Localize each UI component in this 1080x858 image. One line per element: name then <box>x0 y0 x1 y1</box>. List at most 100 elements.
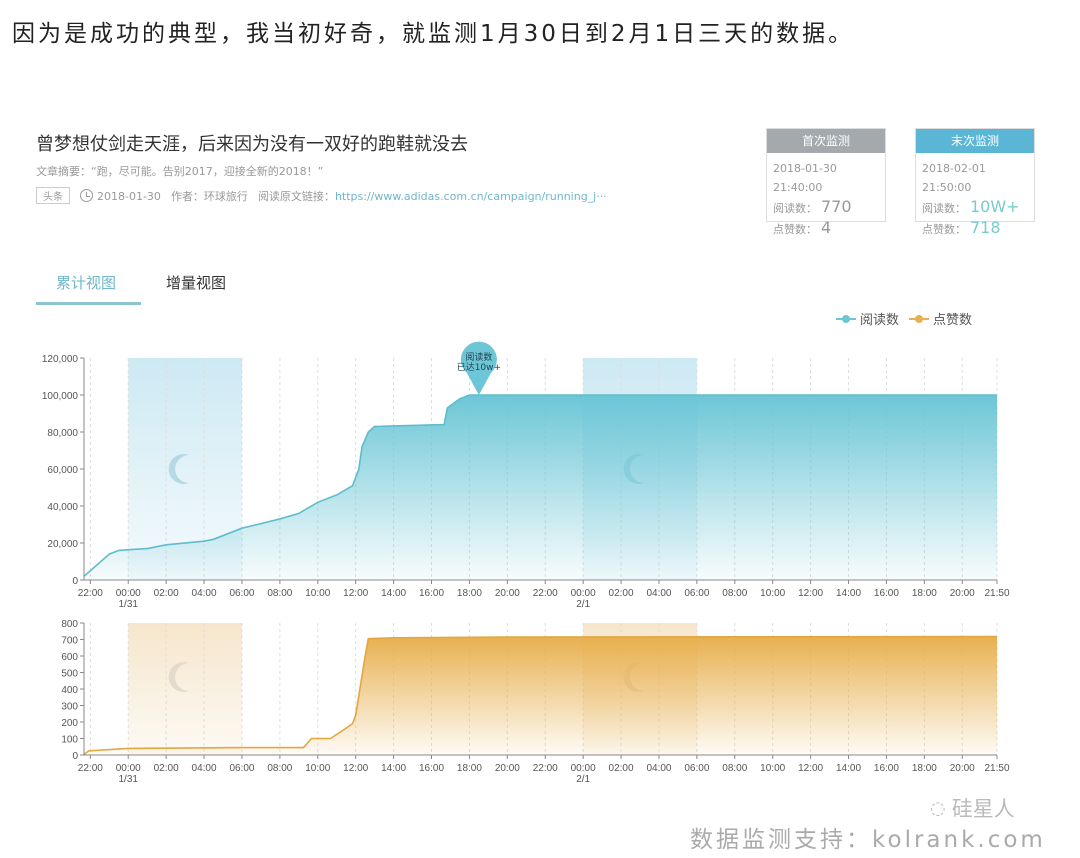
x-tick-label: 08:00 <box>267 763 292 774</box>
tab-cumulative[interactable]: 累计视图 <box>56 274 117 292</box>
x-tick-label: 20:00 <box>495 763 520 774</box>
x-tick-label: 06:00 <box>684 588 709 599</box>
last-monitor-reads: 阅读数： 10W+ <box>916 197 1034 218</box>
y-tick-label: 0 <box>72 576 78 587</box>
x-date-label: 1/31 <box>118 599 138 610</box>
x-tick-label: 02:00 <box>609 588 634 599</box>
x-tick-label: 12:00 <box>798 763 823 774</box>
legend-label: 点赞数 <box>933 313 973 328</box>
y-tick-label: 600 <box>61 652 78 663</box>
x-tick-label: 14:00 <box>836 763 861 774</box>
likes-value: 718 <box>970 218 1001 237</box>
x-tick-label: 16:00 <box>419 588 444 599</box>
likes-value: 4 <box>821 218 832 237</box>
x-tick-label: 18:00 <box>457 588 482 599</box>
x-tick-label: 10:00 <box>305 763 330 774</box>
x-tick-label: 18:00 <box>457 763 482 774</box>
legend: 阅读数 点赞数 <box>836 309 972 328</box>
y-tick-label: 100 <box>61 735 78 746</box>
x-tick-label: 04:00 <box>192 763 217 774</box>
x-tick-label: 18:00 <box>912 588 937 599</box>
x-tick-label: 04:00 <box>646 588 671 599</box>
x-tick-label: 10:00 <box>305 588 330 599</box>
article-title: 曾梦想仗剑走天涯，后来因为没有一双好的跑鞋就没去 <box>36 134 468 155</box>
x-tick-label: 22:00 <box>78 763 103 774</box>
x-tick-label: 04:00 <box>192 588 217 599</box>
moon-icon <box>168 454 190 484</box>
first-monitor-likes: 点赞数： 4 <box>767 218 885 239</box>
x-tick-label: 22:00 <box>78 588 103 599</box>
last-monitor-time: 2018-02-01 21:50:00 <box>922 162 986 194</box>
x-tick-label: 14:00 <box>381 588 406 599</box>
y-tick-label: 80,000 <box>47 428 78 439</box>
watermark: ◌ 硅星人 <box>930 793 1015 823</box>
x-tick-label: 18:00 <box>912 763 937 774</box>
x-tick-label: 00:00 <box>116 763 141 774</box>
x-tick-label: 02:00 <box>609 763 634 774</box>
y-tick-label: 500 <box>61 669 78 680</box>
moon-icon <box>168 662 190 692</box>
legend-marker-icon <box>836 314 856 323</box>
legend-marker-icon <box>909 314 930 323</box>
y-tick-label: 400 <box>61 685 78 696</box>
article-link[interactable]: https://www.adidas.com.cn/campaign/runni… <box>334 189 607 203</box>
headline: 因为是成功的典型，我当初好奇，就监测1月30日到2月1日三天的数据。 <box>12 21 855 47</box>
likes-label: 点赞数： <box>922 223 966 236</box>
x-tick-label: 20:00 <box>495 588 520 599</box>
first-monitor-card: 首次监测 2018-01-30 21:40:00 阅读数： 770 点赞数： 4 <box>766 128 886 237</box>
legend-likes[interactable]: 点赞数 <box>909 309 972 328</box>
reads-label: 阅读数： <box>773 202 817 215</box>
x-date-label: 2/1 <box>576 599 590 610</box>
x-tick-label: 20:00 <box>950 588 975 599</box>
annotation-line1: 阅读数 <box>465 351 492 363</box>
x-tick-label: 06:00 <box>684 763 709 774</box>
clock-icon <box>80 188 93 202</box>
x-tick-label: 00:00 <box>571 588 596 599</box>
reads-value: 770 <box>821 197 852 216</box>
x-tick-label: 00:00 <box>571 763 596 774</box>
y-tick-label: 100,000 <box>42 391 79 402</box>
first-monitor-time: 2018-01-30 21:40:00 <box>773 162 837 194</box>
y-tick-label: 40,000 <box>47 502 78 513</box>
x-tick-label: 21:50 <box>984 588 1009 599</box>
y-tick-label: 0 <box>72 751 78 762</box>
x-tick-label: 04:00 <box>646 763 671 774</box>
article-date: 2018-01-30 <box>97 189 161 203</box>
likes-label: 点赞数： <box>773 223 817 236</box>
watermark-text: 硅星人 <box>951 797 1015 821</box>
reads-value: 10W+ <box>970 197 1020 216</box>
x-tick-label: 16:00 <box>874 763 899 774</box>
reads-label: 阅读数： <box>922 202 966 215</box>
article-meta: 头条 2018-01-30 作者：环球旅行 阅读原文链接：https://www… <box>36 187 607 204</box>
annotation-line2: 已达10w+ <box>457 361 501 373</box>
x-tick-label: 00:00 <box>116 588 141 599</box>
footer-credit: 数据监测支持：kolrank.com <box>690 827 1046 853</box>
x-tick-label: 14:00 <box>381 763 406 774</box>
x-tick-label: 08:00 <box>722 588 747 599</box>
x-tick-label: 10:00 <box>760 588 785 599</box>
wechat-icon: ◌ <box>930 797 946 819</box>
x-tick-label: 16:00 <box>419 763 444 774</box>
x-tick-label: 08:00 <box>722 763 747 774</box>
y-tick-label: 800 <box>61 619 78 630</box>
x-tick-label: 16:00 <box>874 588 899 599</box>
x-tick-label: 12:00 <box>798 588 823 599</box>
article-date-wrap: 2018-01-30 <box>80 188 161 203</box>
series-line <box>83 394 997 577</box>
x-tick-label: 06:00 <box>229 588 254 599</box>
legend-reads[interactable]: 阅读数 <box>836 309 899 328</box>
article-tag: 头条 <box>36 187 70 204</box>
first-monitor-reads: 阅读数： 770 <box>767 197 885 218</box>
y-tick-label: 200 <box>61 718 78 729</box>
x-date-label: 1/31 <box>118 774 138 785</box>
x-tick-label: 06:00 <box>229 763 254 774</box>
y-tick-label: 120,000 <box>42 354 79 365</box>
x-tick-label: 14:00 <box>836 588 861 599</box>
legend-label: 阅读数 <box>860 313 900 328</box>
x-tick-label: 10:00 <box>760 763 785 774</box>
y-tick-label: 20,000 <box>47 539 78 550</box>
tab-incremental[interactable]: 增量视图 <box>166 274 227 292</box>
x-tick-label: 22:00 <box>533 588 558 599</box>
y-tick-label: 300 <box>61 702 78 713</box>
